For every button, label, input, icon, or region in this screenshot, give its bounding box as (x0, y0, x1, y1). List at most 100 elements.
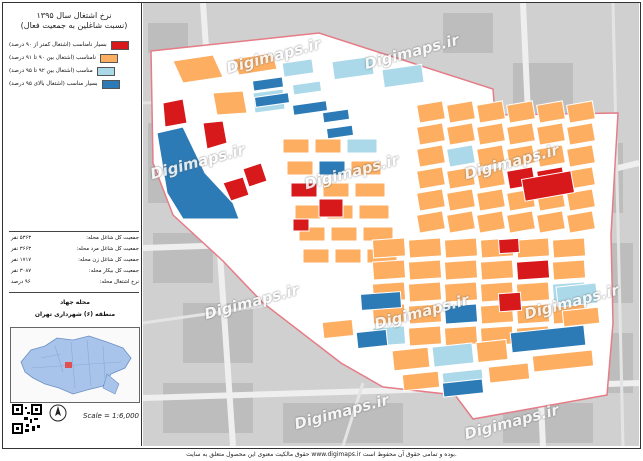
city-block (561, 306, 601, 328)
city-block (286, 160, 314, 176)
scale-text: Scale = 1:6,000 (83, 412, 139, 420)
city-block (551, 237, 587, 259)
map-canvas: Digimaps.ir Digimaps.ir Digimaps.ir Digi… (143, 3, 639, 446)
city-block (446, 188, 476, 212)
city-block (446, 100, 476, 124)
city-block (401, 370, 441, 392)
city-block (172, 54, 224, 84)
city-block (321, 108, 351, 124)
city-block (416, 166, 446, 190)
stat-row: جمعیت کل شاغل زن محله: ۱۷۱۷ نفر (11, 257, 139, 263)
legend-label: نامناسب (اشتغال بین ۹۰ تا ۹۱ درصد) (9, 55, 96, 61)
divider (9, 231, 139, 232)
city-block (407, 325, 443, 347)
city-block (443, 281, 479, 303)
city-block (479, 259, 515, 281)
map-title: نرخ اشتغال سال ۱۳۹۵ (نسبت شاغلین به جمعی… (9, 11, 139, 31)
city-block (441, 378, 485, 398)
city-block (555, 282, 599, 308)
city-block (515, 303, 551, 325)
city-block (371, 237, 407, 259)
city-block (302, 248, 330, 264)
city-block (515, 259, 551, 281)
city-block (416, 188, 446, 212)
city-block (350, 160, 382, 176)
legend-label: مناسب (اشتغال بین ۹۲ تا ۹۵ درصد) (9, 68, 93, 74)
city-block (506, 210, 536, 234)
city-block (531, 349, 595, 373)
city-block (551, 259, 587, 281)
city-block (281, 58, 315, 78)
city-block (566, 100, 596, 124)
city-block (232, 52, 278, 76)
north-arrow-icon (49, 404, 67, 422)
city-block (487, 362, 531, 384)
city-block (506, 100, 536, 124)
map-title-line2: (نسبت شاغلین به جمعیت فعال) (20, 21, 128, 30)
city-block (291, 80, 323, 96)
city-block (416, 122, 446, 146)
map-title-line1: نرخ اشتغال سال ۱۳۹۵ (36, 11, 112, 20)
city-block (443, 325, 479, 347)
city-block (566, 210, 596, 234)
city-block (536, 210, 566, 234)
legend-panel: نرخ اشتغال سال ۱۳۹۵ (نسبت شاغلین به جمعی… (3, 3, 142, 446)
city-block (391, 346, 431, 372)
city-block (566, 144, 596, 168)
legend-swatch (101, 79, 120, 89)
city-block (476, 188, 506, 212)
legend-item-good: مناسب (اشتغال بین ۹۲ تا ۹۵ درصد) (9, 66, 141, 76)
city-block (446, 122, 476, 146)
legend-swatch (96, 66, 115, 76)
city-block (290, 182, 318, 198)
legend-item-very-good: بسیار مناسب (اشتغال بالای ۹۵ درصد) (9, 79, 141, 89)
city-block (476, 144, 506, 168)
city-block (431, 342, 475, 368)
city-block (156, 126, 240, 220)
city-block (443, 259, 479, 281)
stat-row: جمعیت کل شاغل محله: ۵۳۶۳ نفر (11, 235, 139, 241)
city-block (416, 210, 446, 234)
city-block (536, 122, 566, 146)
city-block (509, 324, 587, 354)
divider (9, 292, 139, 293)
city-blocks (156, 52, 601, 398)
city-block (355, 328, 389, 350)
city-block (506, 144, 536, 168)
city-block (346, 138, 378, 154)
copyright-footer: حقوق مالکیت معنوی این محصول متعلق به سای… (186, 451, 457, 458)
city-block (354, 182, 386, 198)
stat-row: جمعیت کل شاغل مرد محله: ۳۶۶۳ نفر (11, 246, 139, 252)
city-block (407, 303, 443, 325)
city-block (291, 100, 329, 116)
neighborhood-name: محله جهاد (60, 299, 90, 306)
city-block (253, 92, 291, 108)
city-block (446, 166, 476, 190)
city-block (407, 237, 443, 259)
legend-label: بسیار نامناسب (اشتغال کمتر از ۹۰ درصد) (9, 42, 107, 48)
city-block (497, 291, 523, 313)
qr-code-icon (12, 404, 42, 434)
city-block (330, 226, 358, 242)
city-block (515, 237, 551, 259)
city-block (282, 138, 310, 154)
city-block (506, 122, 536, 146)
city-block (294, 204, 322, 220)
city-block (202, 120, 228, 150)
legend-item-very-poor: بسیار نامناسب (اشتغال کمتر از ۹۰ درصد) (9, 40, 141, 50)
city-block (242, 162, 268, 188)
city-block (322, 182, 350, 198)
choropleth-map (143, 3, 639, 446)
city-block (359, 291, 403, 311)
stat-row: نرخ اشتغال محله: ۹۶ درصد (11, 279, 139, 285)
city-block (321, 318, 355, 340)
city-block (520, 170, 576, 202)
city-block (566, 188, 596, 212)
city-block (443, 237, 479, 259)
legend-label: بسیار مناسب (اشتغال بالای ۹۵ درصد) (9, 81, 98, 87)
city-block (476, 100, 506, 124)
legend-item-poor: نامناسب (اشتغال بین ۹۰ تا ۹۱ درصد) (9, 53, 141, 63)
city-block (325, 124, 355, 140)
city-block (446, 144, 476, 168)
city-block (566, 122, 596, 146)
